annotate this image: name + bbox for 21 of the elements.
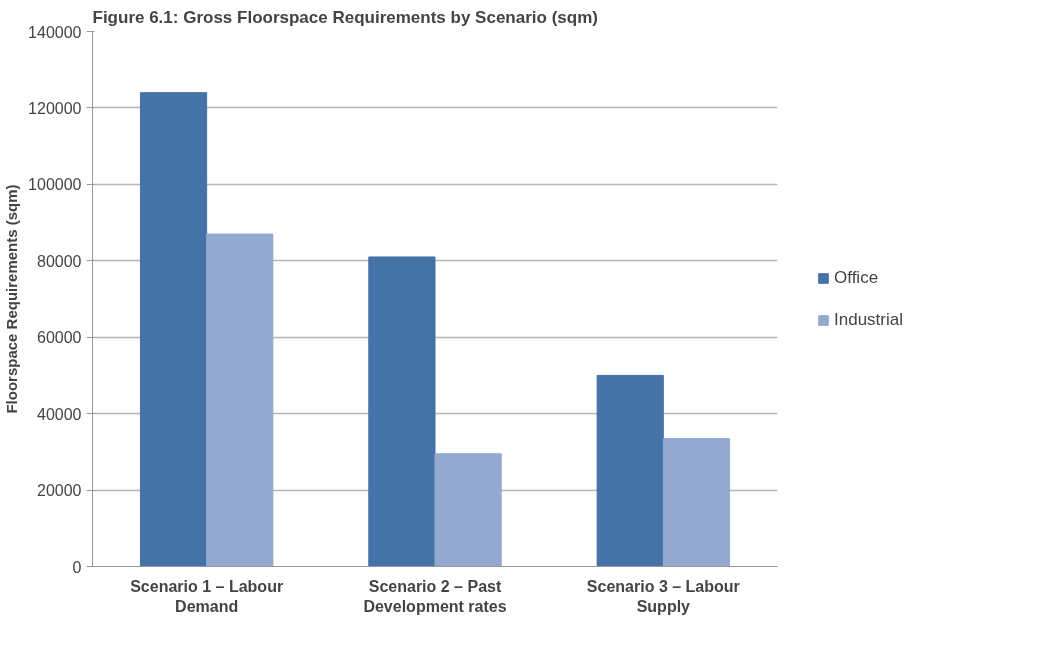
y-tick-label: 140000: [28, 23, 82, 41]
x-tick-label: Scenario 1 – Labour Demand: [130, 577, 284, 615]
x-tick-label: Scenario 2 – Past Development rates: [363, 577, 507, 615]
y-tick-label: 20000: [37, 482, 82, 500]
legend-label: Industrial: [834, 309, 903, 330]
bar: [434, 453, 502, 567]
bar: [596, 374, 664, 567]
bar: [139, 92, 208, 567]
bar: [368, 256, 436, 567]
y-axis-title: Floorspace Requirements (sqm): [3, 184, 21, 414]
legend-label: Office: [834, 267, 879, 288]
bar: [206, 233, 274, 567]
y-tick-label: 60000: [37, 329, 82, 347]
y-tick-label: 40000: [37, 405, 82, 423]
y-tick-label: 100000: [28, 176, 82, 194]
chart-title: Figure 6.1: Gross Floorspace Requirements by Scenario (sqm): [92, 7, 598, 27]
x-tick-label: Scenario 3 – Labour Supply: [586, 577, 740, 615]
bar: [662, 437, 731, 567]
y-tick-label: 0: [72, 558, 82, 576]
y-tick-label: 80000: [37, 252, 82, 270]
y-tick-label: 120000: [28, 99, 82, 117]
